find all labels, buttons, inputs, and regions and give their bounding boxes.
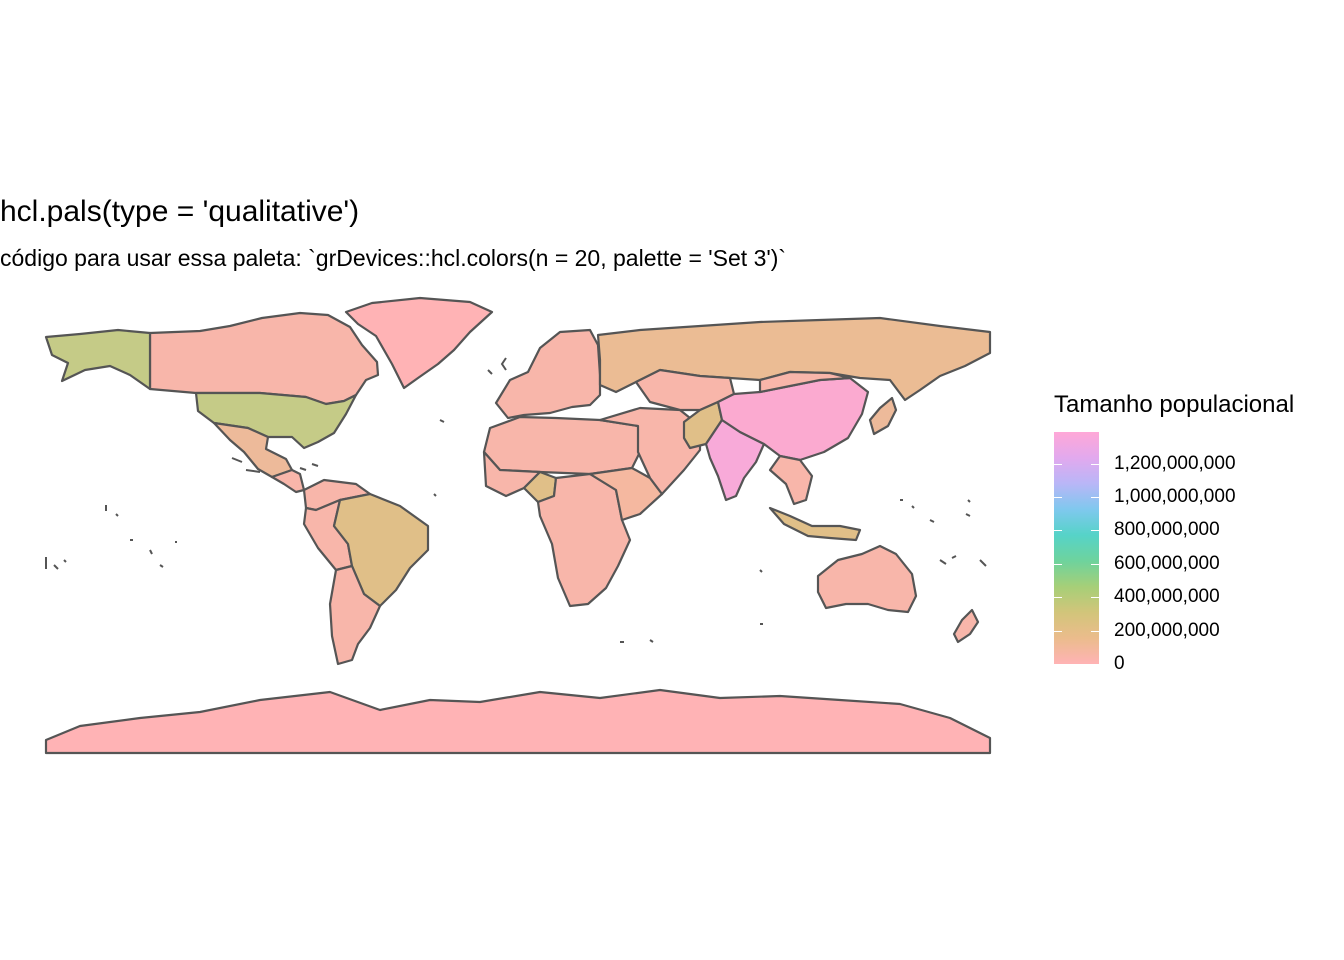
- region-middle-east: Middle East: [598, 406, 702, 496]
- legend-tick-label: 0: [1114, 653, 1125, 674]
- region-canada: Canada: [148, 311, 380, 406]
- region-greenland: Greenland: [344, 296, 494, 390]
- islands: [45, 357, 987, 643]
- region-argentina-chile: Argentina / Chile: [328, 564, 382, 666]
- legend-tick-label: 600,000,000: [1114, 552, 1220, 574]
- legend-tick-label: 1,000,000,000: [1114, 486, 1236, 508]
- legend-tick-label: 1,200,000,000: [1114, 452, 1236, 474]
- region-east-africa: East Africa: [588, 466, 664, 522]
- region-australia: Australia: [816, 544, 918, 614]
- legend-colorbar: [1054, 432, 1099, 664]
- map-subtitle: código para usar essa paleta: `grDevices…: [0, 245, 787, 271]
- legend-tick-label: 400,000,000: [1114, 586, 1220, 608]
- region-new-zealand: New Zealand: [952, 608, 980, 644]
- region-alaska: Alaska: [44, 328, 152, 391]
- region-europe: Europe: [494, 328, 602, 420]
- region-japan: Japan: [868, 396, 898, 436]
- legend-title: Tamanho populacional: [1054, 391, 1295, 418]
- region-central-southern-africa: Central & Southern Africa: [536, 472, 632, 608]
- region-north-africa: North Africa: [482, 415, 642, 476]
- map-title: hcl.pals(type = 'qualitative'): [0, 195, 360, 228]
- region-antarctica: Antarctica: [44, 688, 992, 755]
- world-map: Canada Alaska Greenland United States Me…: [44, 296, 992, 755]
- region-southeast-asia: Southeast Asia: [768, 454, 814, 506]
- region-indonesia: Indonesia: [768, 506, 862, 542]
- legend-tick-label: 800,000,000: [1114, 519, 1220, 541]
- legend-tick-label: 200,000,000: [1114, 619, 1220, 641]
- region-mongolia: Mongolia: [758, 370, 852, 394]
